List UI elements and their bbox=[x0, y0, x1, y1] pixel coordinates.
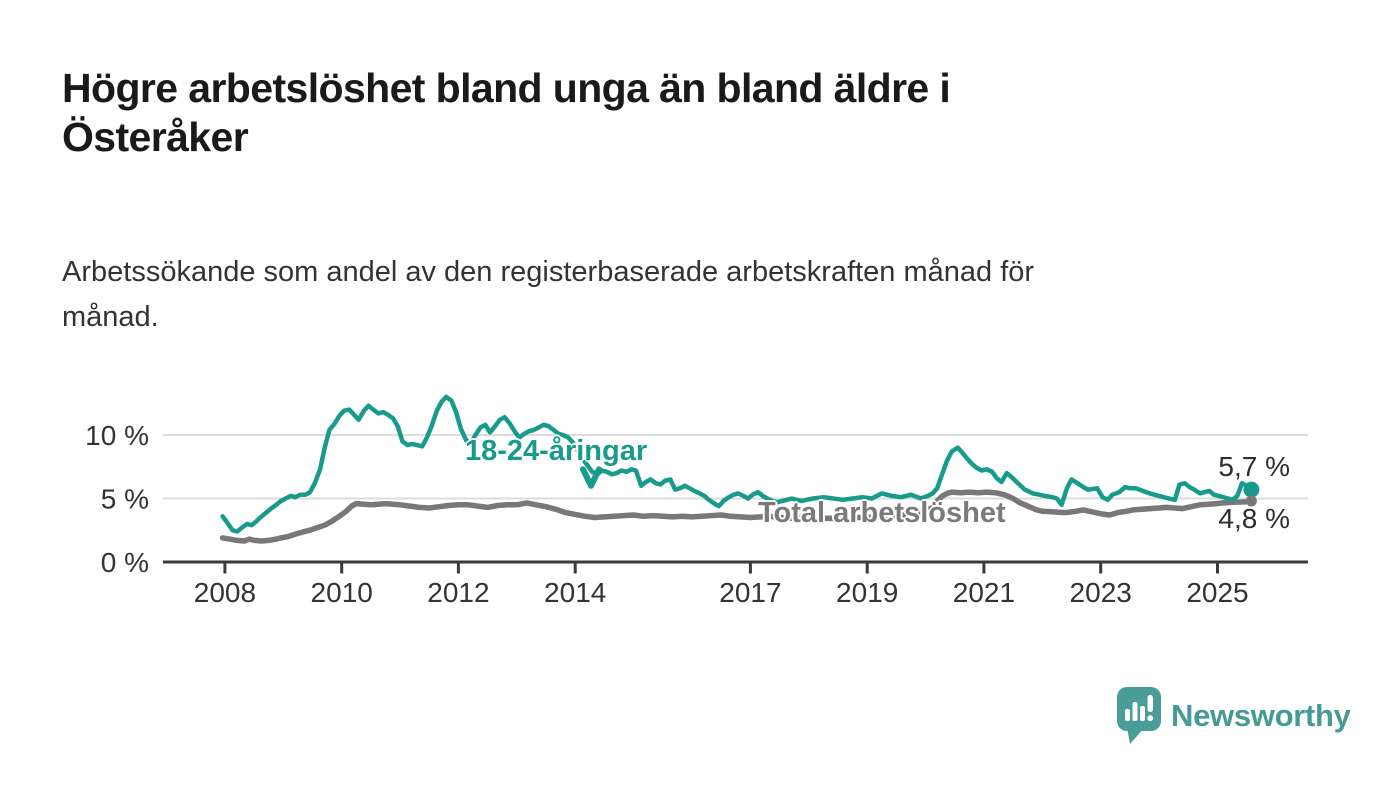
x-tick-label: 2014 bbox=[544, 577, 606, 608]
x-tick-label: 2017 bbox=[719, 577, 781, 608]
chart-subtitle-line-1: Arbetssökande som andel av den registerb… bbox=[62, 256, 1035, 288]
series-line-total bbox=[219, 489, 1255, 544]
annotation-arrow-down-icon bbox=[580, 466, 602, 489]
x-tick-label: 2010 bbox=[311, 577, 373, 608]
series-label-total: Total arbetslöshet bbox=[758, 497, 1006, 529]
y-tick-label: 10 % bbox=[85, 420, 149, 451]
chart-subtitle: Arbetssökande som andel av den registerb… bbox=[62, 250, 1034, 340]
page-title-line-2: Österåker bbox=[62, 114, 249, 160]
end-value-label-youth: 5,7 % bbox=[1218, 451, 1290, 482]
series-label-youth: 18-24-åringar bbox=[465, 435, 648, 467]
x-tick-label: 2021 bbox=[953, 577, 1015, 608]
series-line-youth bbox=[220, 394, 1254, 534]
newsworthy-logo: Newsworthy bbox=[1116, 686, 1351, 746]
series-end-dot-total bbox=[1245, 495, 1257, 507]
x-tick-label: 2008 bbox=[194, 577, 256, 608]
x-tick-label: 2019 bbox=[836, 577, 898, 608]
x-tick-label: 2012 bbox=[427, 577, 489, 608]
x-tick-label: 2023 bbox=[1070, 577, 1132, 608]
y-tick-label: 5 % bbox=[101, 484, 149, 515]
x-tick-label: 2025 bbox=[1186, 577, 1248, 608]
newsworthy-logo-icon bbox=[1117, 687, 1161, 744]
page-title-line-1: Högre arbetslöshet bland unga än bland ä… bbox=[62, 65, 951, 111]
chart-subtitle-line-2: månad. bbox=[62, 301, 159, 333]
end-value-label-total: 4,8 % bbox=[1218, 503, 1290, 534]
series-end-dot-youth bbox=[1243, 481, 1260, 498]
y-tick-label: 0 % bbox=[101, 547, 149, 578]
page-title: Högre arbetslöshet bland unga än bland ä… bbox=[62, 64, 951, 162]
newsworthy-logo-text: Newsworthy bbox=[1171, 698, 1351, 733]
